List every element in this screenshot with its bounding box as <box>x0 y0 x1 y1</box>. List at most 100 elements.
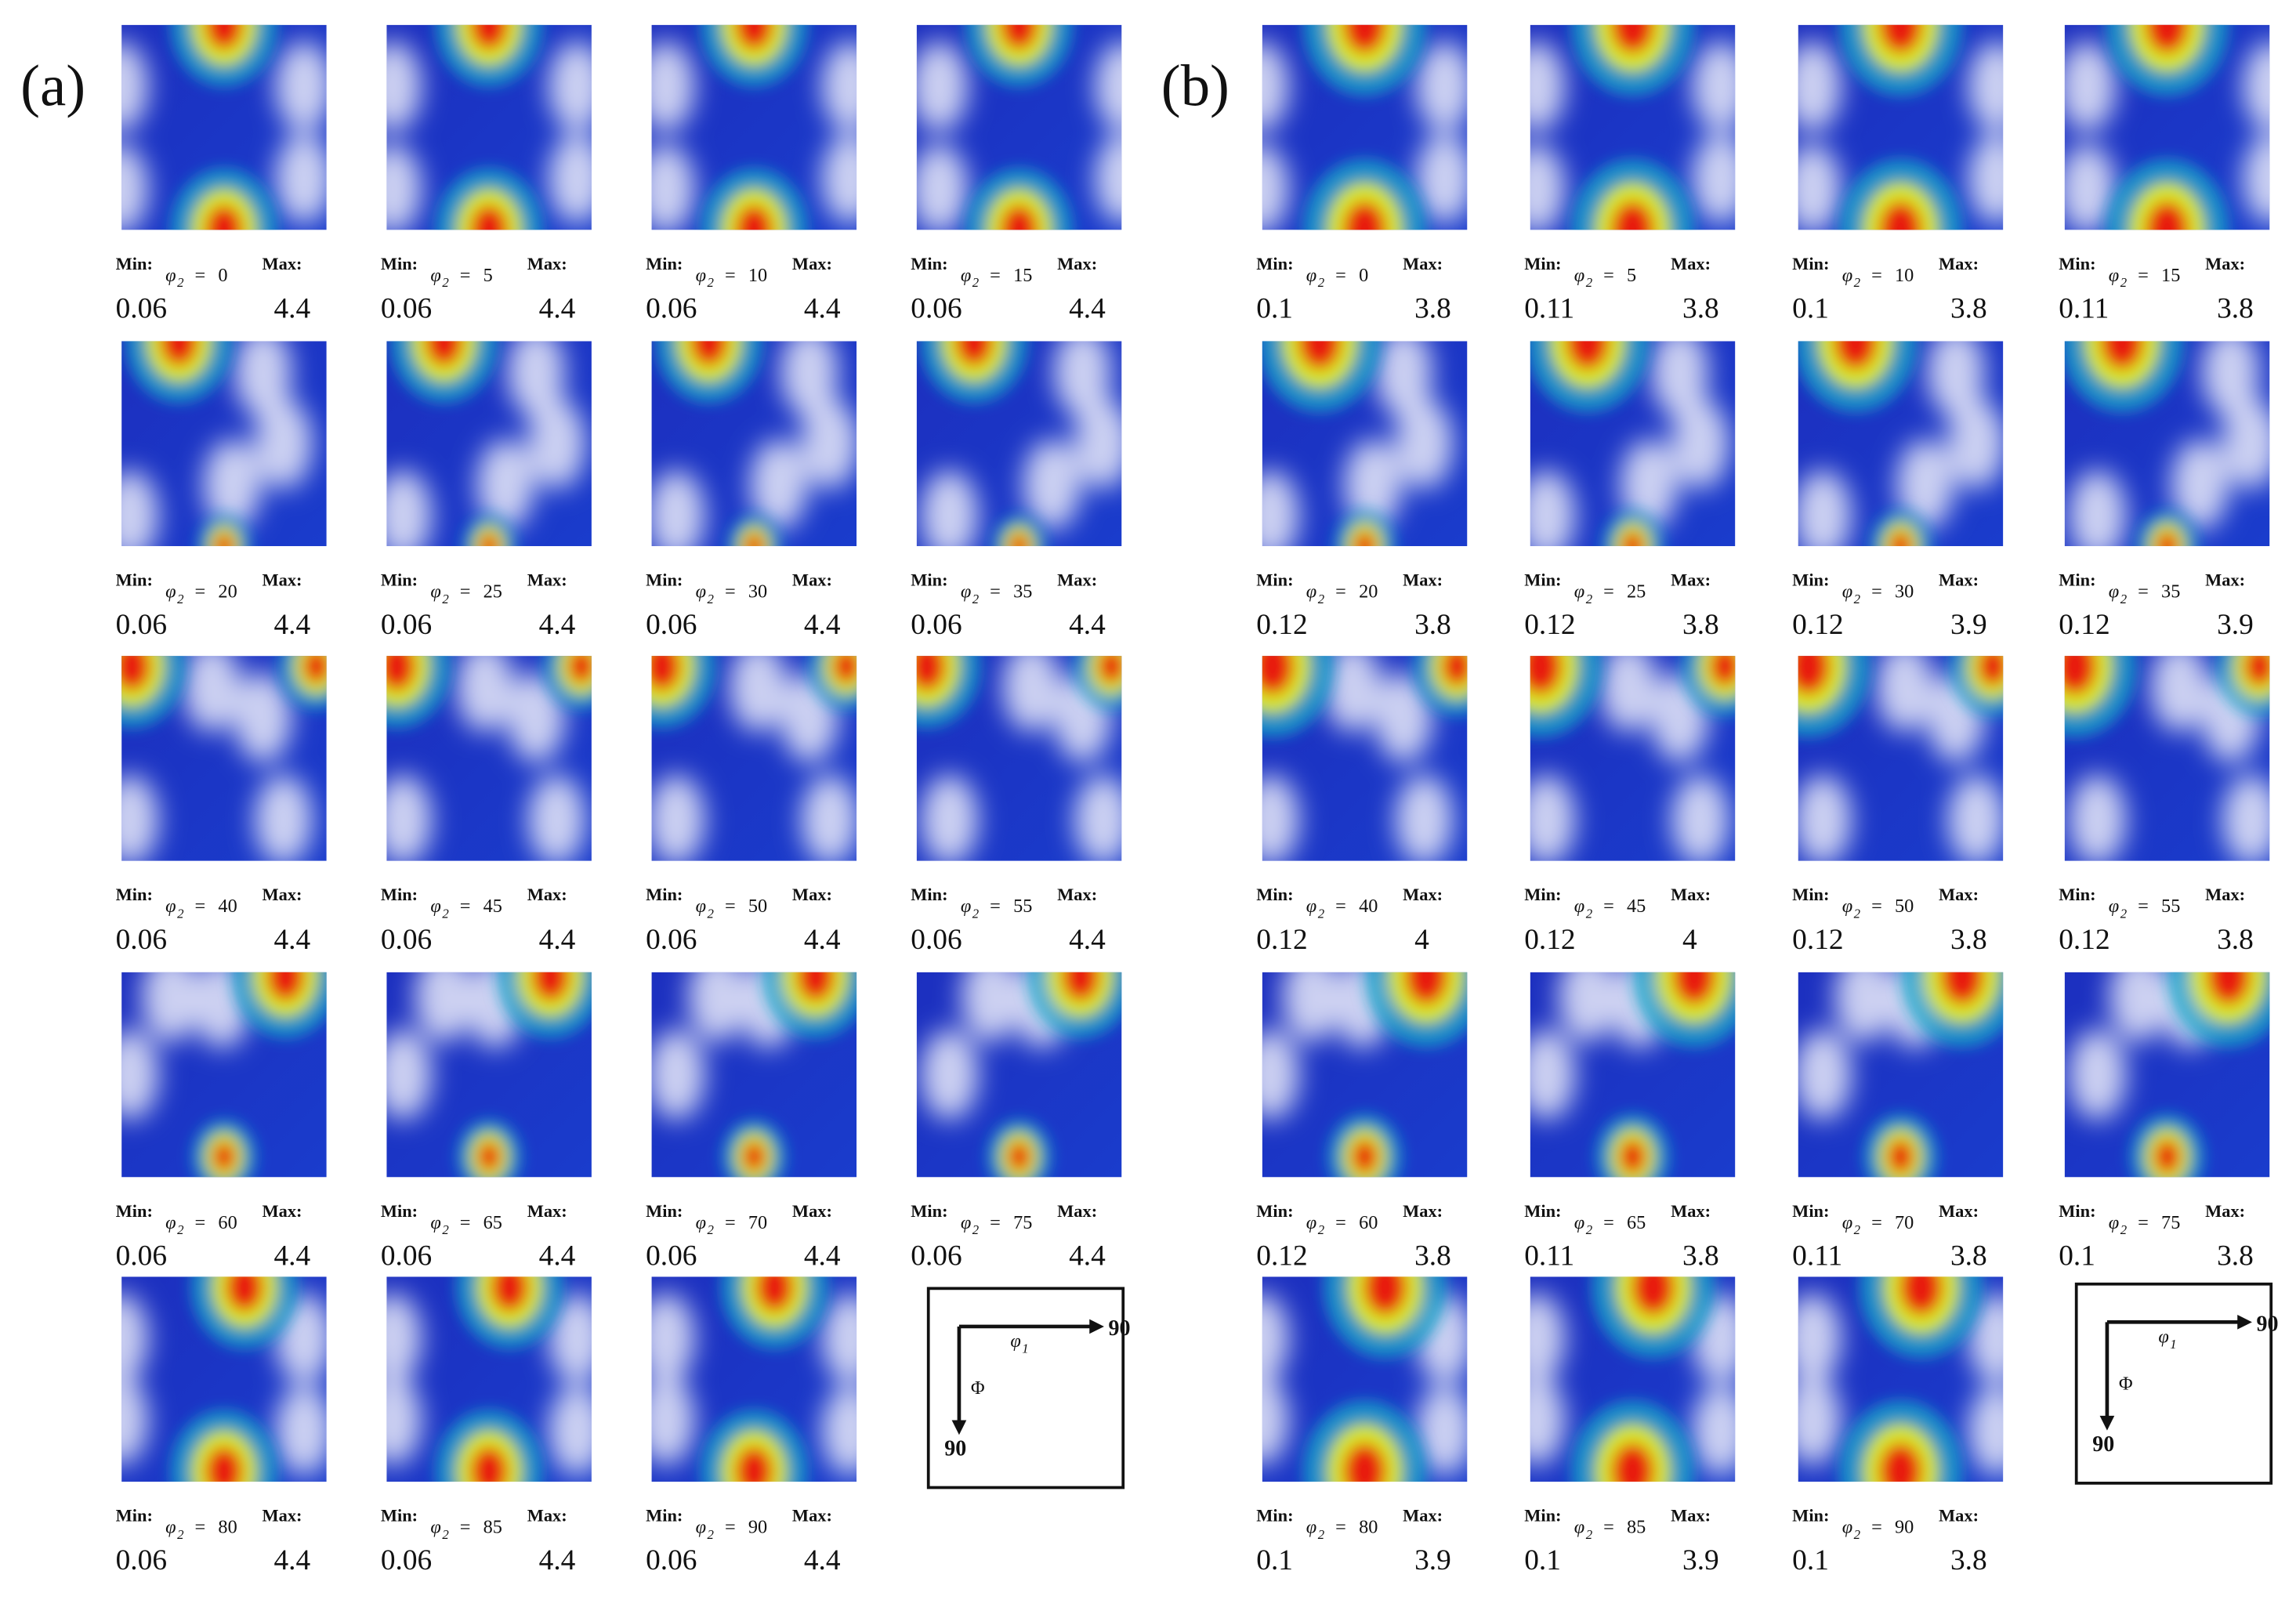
contour <box>205 205 243 230</box>
odf-section <box>121 1276 327 1482</box>
max-label: Max: <box>792 1201 832 1221</box>
min-label: Min: <box>116 885 153 904</box>
low-region <box>1651 341 1709 418</box>
contour <box>205 24 243 50</box>
phi-symbol: φ <box>1574 265 1584 286</box>
min-label: Min: <box>646 254 683 273</box>
contour <box>215 534 234 546</box>
low-region <box>386 470 432 546</box>
contour <box>1098 656 1122 684</box>
phi-symbol: φ <box>2109 265 2119 286</box>
high-density <box>192 972 327 1178</box>
high-density <box>1839 1276 1983 1482</box>
min-value: 0.06 <box>116 1240 167 1272</box>
phi-subscript: 2 <box>442 592 449 606</box>
low-region <box>1324 656 1382 732</box>
min-value: 0.12 <box>2059 924 2109 956</box>
equals: = <box>1335 265 1346 286</box>
phi-subscript: 2 <box>177 1527 184 1542</box>
high-density <box>921 341 1046 546</box>
odf-section <box>386 24 592 230</box>
high-density <box>1798 341 1932 546</box>
contour <box>1352 1139 1378 1174</box>
min-value: 0.06 <box>911 609 961 641</box>
key-box <box>2074 1282 2273 1485</box>
max-label: Max: <box>1057 1201 1097 1221</box>
min-value: 0.1 <box>1256 292 1293 324</box>
min-label: Min: <box>381 254 418 273</box>
low-region <box>1599 656 1657 732</box>
low-region <box>1559 972 1617 1042</box>
low-region <box>1968 133 2004 224</box>
contour <box>1611 201 1654 230</box>
low-region <box>1798 143 1842 230</box>
min-label: Min: <box>2059 885 2095 904</box>
odf-section <box>1262 656 1468 861</box>
low-region <box>801 774 857 861</box>
contour <box>1354 531 1376 546</box>
low-region <box>1798 1293 1842 1384</box>
contour <box>470 1446 508 1482</box>
min-value: 0.11 <box>1524 1240 1574 1272</box>
contour <box>1611 1443 1654 1482</box>
phi-subscript: 2 <box>708 1527 715 1542</box>
equals: = <box>2138 896 2149 917</box>
high-density <box>436 24 543 230</box>
high-density <box>1571 24 1694 230</box>
min-label: Min: <box>381 1505 418 1525</box>
contour <box>1343 24 1386 53</box>
low-region <box>1530 1293 1566 1384</box>
phi-subscript: 2 <box>1854 275 1861 290</box>
odf-section <box>1530 972 1736 1178</box>
low-region <box>1374 341 1432 418</box>
contour <box>735 24 773 50</box>
low-region <box>2243 133 2270 224</box>
equals: = <box>1603 896 1614 917</box>
low-density <box>651 341 857 546</box>
phi-subscript: 2 <box>1854 907 1861 921</box>
low-region <box>255 774 313 861</box>
equals: = <box>460 1516 471 1537</box>
low-region <box>688 972 746 1042</box>
phi-subscript: 2 <box>1318 275 1325 290</box>
low-density <box>1262 1293 1468 1476</box>
contour <box>426 341 463 366</box>
contour <box>1710 656 1736 686</box>
phi2-value: 10 <box>748 265 767 286</box>
min-label: Min: <box>116 570 153 589</box>
contour <box>1530 656 1562 695</box>
min-value: 0.06 <box>646 609 697 641</box>
contour <box>1343 1443 1386 1482</box>
min-label: Min: <box>1256 1505 1293 1525</box>
contour <box>1899 1276 1943 1316</box>
low-density <box>651 1293 857 1476</box>
min-label: Min: <box>646 1201 683 1221</box>
low-density <box>386 41 592 230</box>
contour <box>1262 656 1294 695</box>
phi-subscript: 2 <box>1854 592 1861 606</box>
min-label: Min: <box>381 1201 418 1221</box>
low-region <box>916 143 969 230</box>
low-region <box>1023 439 1081 530</box>
max-value: 4.4 <box>539 292 576 324</box>
high-density <box>701 1276 828 1482</box>
min-value: 0.12 <box>2059 609 2109 641</box>
min-label: Min: <box>646 1505 683 1525</box>
phi-symbol: φ <box>430 1212 440 1233</box>
contour <box>1530 341 1650 412</box>
max-label: Max: <box>527 570 567 589</box>
min-label: Min: <box>1524 1505 1561 1525</box>
min-value: 0.11 <box>2059 292 2109 324</box>
low-region <box>527 774 586 861</box>
odf-section <box>651 24 857 230</box>
phi-symbol: φ <box>165 896 176 917</box>
phi2-value: 75 <box>2161 1212 2180 1233</box>
max-value: 3.8 <box>1950 1544 1987 1576</box>
low-density <box>386 972 524 1120</box>
contour <box>651 656 681 691</box>
phi-subscript: 2 <box>442 907 449 921</box>
low-density <box>121 972 251 1120</box>
phi-symbol: φ <box>1574 896 1584 917</box>
contour <box>1940 972 1984 1005</box>
min-label: Min: <box>1524 570 1561 589</box>
